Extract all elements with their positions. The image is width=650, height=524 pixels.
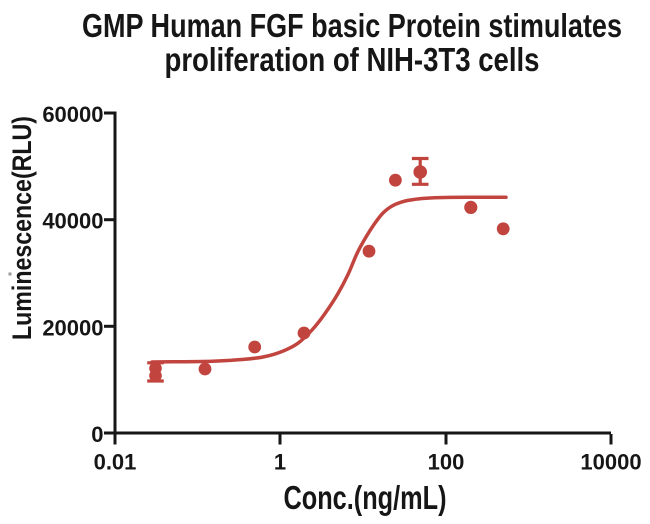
svg-text:Conc.(ng/mL): Conc.(ng/mL) [284, 479, 447, 516]
svg-text:60000: 60000 [42, 102, 103, 127]
svg-text:proliferation of NIH-3T3 cells: proliferation of NIH-3T3 cells [165, 41, 540, 78]
svg-text:Luminescence(RLU): Luminescence(RLU) [7, 116, 37, 340]
svg-text:40000: 40000 [42, 209, 103, 234]
svg-text:0.01: 0.01 [94, 449, 137, 474]
svg-text:10000: 10000 [580, 449, 641, 474]
svg-text:20000: 20000 [42, 315, 103, 340]
svg-text:GMP Human FGF basic Protein st: GMP Human FGF basic Protein stimulates [82, 7, 622, 44]
svg-text:0: 0 [91, 422, 103, 447]
svg-text:100: 100 [428, 449, 465, 474]
svg-text:1: 1 [274, 449, 286, 474]
